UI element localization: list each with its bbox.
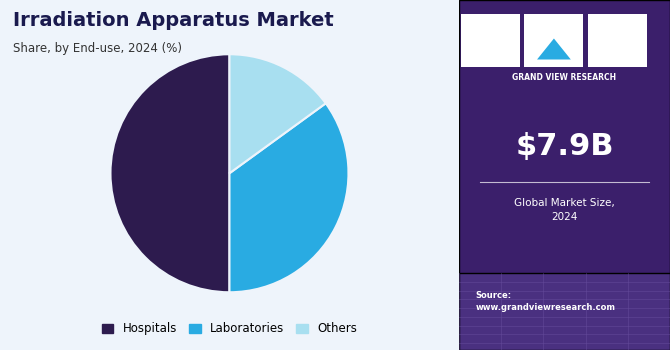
Text: Source:
www.grandviewresearch.com: Source: www.grandviewresearch.com [476,290,616,312]
Text: Share, by End-use, 2024 (%): Share, by End-use, 2024 (%) [13,42,182,55]
Text: Irradiation Apparatus Market: Irradiation Apparatus Market [13,10,334,29]
Wedge shape [111,54,229,292]
FancyBboxPatch shape [588,14,647,66]
FancyBboxPatch shape [459,273,670,350]
Wedge shape [229,54,326,173]
Text: $7.9B: $7.9B [515,133,614,161]
Polygon shape [537,38,571,60]
Text: Global Market Size,
2024: Global Market Size, 2024 [514,198,615,222]
FancyBboxPatch shape [525,14,584,66]
FancyBboxPatch shape [459,0,670,350]
Text: GRAND VIEW RESEARCH: GRAND VIEW RESEARCH [513,74,616,83]
FancyBboxPatch shape [461,14,520,66]
Wedge shape [229,103,348,292]
Legend: Hospitals, Laboratories, Others: Hospitals, Laboratories, Others [97,317,362,340]
